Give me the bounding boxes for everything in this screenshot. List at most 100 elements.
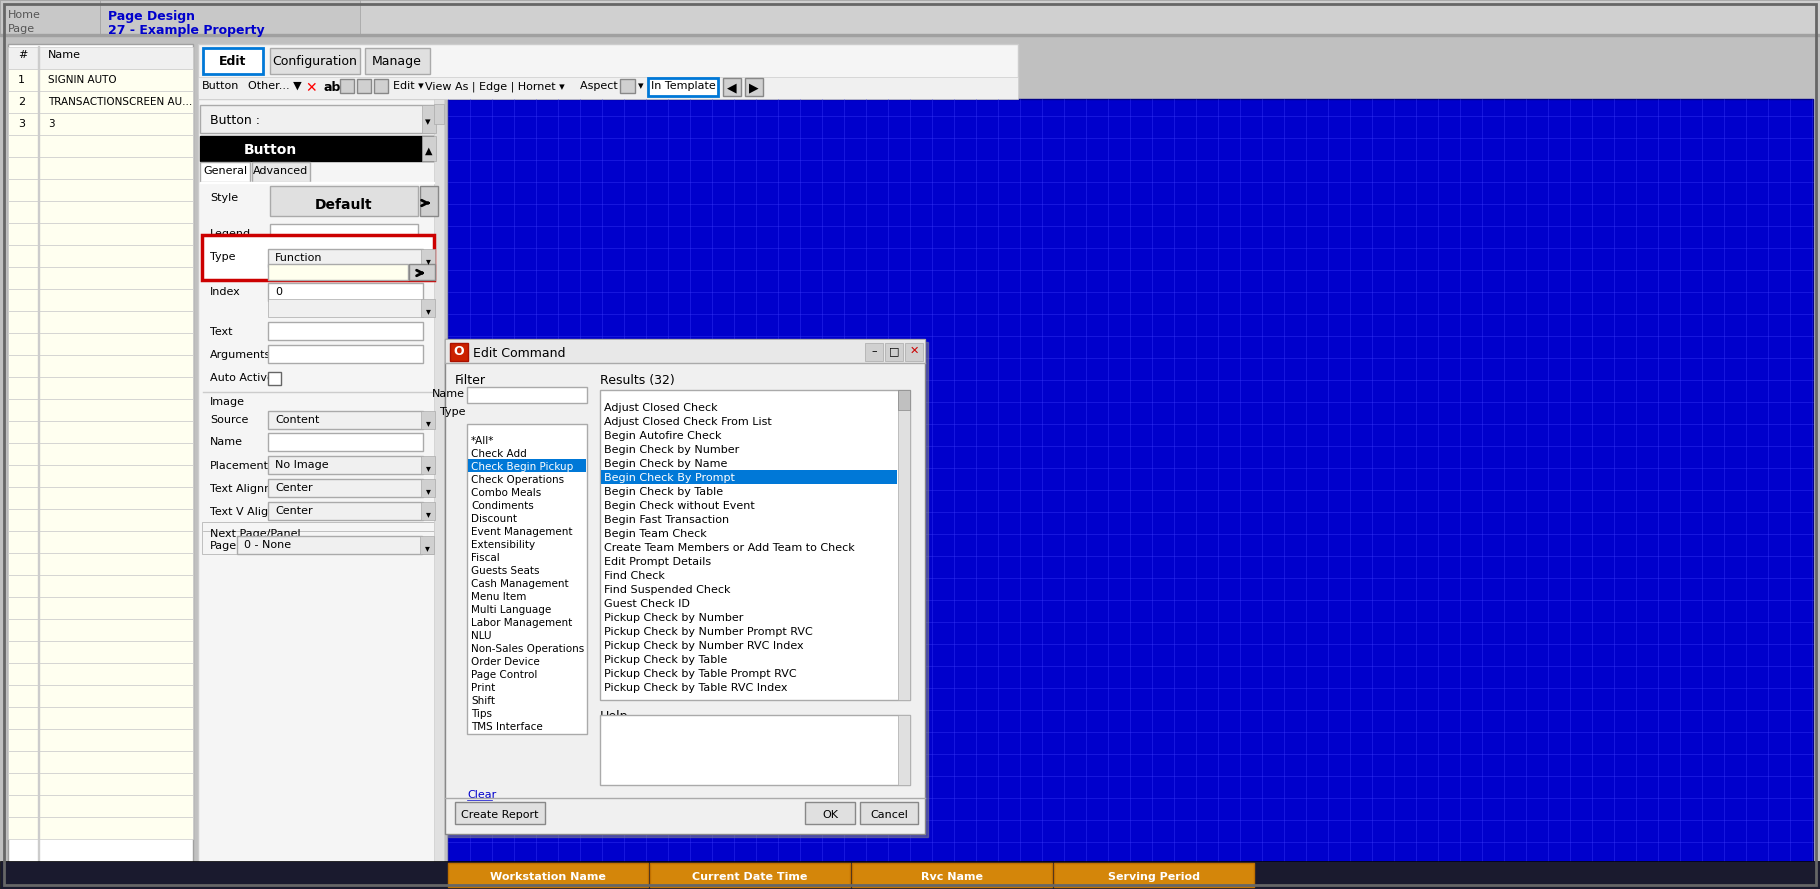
Bar <box>357 79 371 93</box>
Bar <box>268 456 422 474</box>
Bar <box>202 522 433 554</box>
Bar <box>1054 863 1254 887</box>
Text: Arguments: Arguments <box>209 350 271 360</box>
Text: Shift: Shift <box>471 696 495 706</box>
Text: Generate Legend: Generate Legend <box>271 247 368 257</box>
Text: Rvc Name: Rvc Name <box>921 872 983 882</box>
Text: Text V Alignment: Text V Alignment <box>209 507 304 517</box>
Bar <box>237 536 422 554</box>
Bar <box>433 99 444 864</box>
Bar <box>420 479 435 497</box>
Text: Menu Item: Menu Item <box>471 592 526 602</box>
Text: Type: Type <box>209 252 235 262</box>
Bar <box>7 377 193 399</box>
Text: Style: Style <box>209 193 238 203</box>
Text: In Template: In Template <box>650 81 715 91</box>
Bar <box>0 861 1820 889</box>
Text: Edit Command: Edit Command <box>473 347 566 360</box>
Text: Create Team Members or Add Team to Check: Create Team Members or Add Team to Check <box>604 543 855 553</box>
Bar <box>420 299 435 317</box>
Bar <box>268 264 408 280</box>
Text: Default: Default <box>315 198 373 212</box>
Text: Check Begin Pickup: Check Begin Pickup <box>471 462 573 472</box>
Text: 2: 2 <box>18 97 25 107</box>
Bar <box>269 186 419 216</box>
Text: ◀: ◀ <box>728 81 737 94</box>
Text: TRANSACTIONSCREEN AU...: TRANSACTIONSCREEN AU... <box>47 97 193 107</box>
Bar <box>852 863 1052 887</box>
Text: Home: Home <box>7 10 40 20</box>
Bar <box>7 619 193 641</box>
Bar <box>420 502 435 520</box>
Bar <box>448 863 648 887</box>
Bar <box>468 387 588 403</box>
Text: Button :: Button : <box>209 114 260 127</box>
Text: 3: 3 <box>18 119 25 129</box>
Text: 0 - None: 0 - None <box>244 540 291 550</box>
Bar <box>268 322 422 340</box>
Bar <box>0 34 1820 36</box>
Bar <box>268 345 422 363</box>
Text: Button: Button <box>202 81 240 91</box>
Bar <box>468 459 586 472</box>
Text: Type: Type <box>439 407 464 417</box>
Text: Serving Period: Serving Period <box>1108 872 1199 882</box>
Bar <box>200 162 249 182</box>
Text: ab: ab <box>322 81 340 94</box>
Text: Configuration: Configuration <box>273 55 357 68</box>
Text: ▾: ▾ <box>639 81 644 91</box>
Bar <box>885 343 903 361</box>
Text: Manage: Manage <box>371 55 422 68</box>
Bar <box>621 79 635 93</box>
Bar <box>601 390 910 700</box>
Bar <box>269 48 360 74</box>
Text: #: # <box>18 50 27 60</box>
Text: Order Device: Order Device <box>471 657 541 667</box>
Text: Find Check: Find Check <box>604 571 664 581</box>
Text: Advanced: Advanced <box>253 166 309 176</box>
Text: NLU: NLU <box>471 631 491 641</box>
Text: ▲: ▲ <box>426 146 433 156</box>
Bar <box>7 487 193 509</box>
Text: ▾: ▾ <box>426 509 431 519</box>
Text: Edit Prompt Details: Edit Prompt Details <box>604 557 712 567</box>
Bar <box>420 249 435 267</box>
Bar <box>268 372 280 385</box>
Bar <box>7 201 193 223</box>
Bar <box>7 531 193 553</box>
Bar <box>420 536 433 554</box>
Text: 0: 0 <box>275 287 282 297</box>
Bar <box>446 339 925 834</box>
Bar <box>7 267 193 289</box>
Text: Name: Name <box>209 437 244 447</box>
Text: Create Report: Create Report <box>460 810 539 820</box>
Bar <box>601 715 910 785</box>
Text: Function: Function <box>275 253 322 263</box>
Text: TMS Interface: TMS Interface <box>471 722 542 732</box>
Text: Tips: Tips <box>471 709 491 719</box>
Text: Button: Button <box>244 143 297 157</box>
Text: Guests Seats: Guests Seats <box>471 566 539 576</box>
Text: Cash Management: Cash Management <box>471 579 568 589</box>
Text: Combo Meals: Combo Meals <box>471 488 541 498</box>
Bar <box>7 44 193 864</box>
Text: SIGNIN AUTO: SIGNIN AUTO <box>47 75 116 85</box>
Bar <box>448 342 928 837</box>
Text: Check Add: Check Add <box>471 449 526 459</box>
Bar <box>448 99 1813 864</box>
Bar <box>200 136 433 161</box>
Bar <box>7 113 193 135</box>
Text: Adjust Closed Check: Adjust Closed Check <box>604 403 717 413</box>
Text: No Image: No Image <box>275 460 329 470</box>
Bar <box>7 707 193 729</box>
Bar <box>420 186 439 216</box>
Text: Extensibility: Extensibility <box>471 540 535 550</box>
Text: ▾: ▾ <box>426 463 431 473</box>
Bar <box>198 77 1017 99</box>
Bar <box>433 104 444 124</box>
Text: Event Management: Event Management <box>471 527 573 537</box>
Bar <box>366 48 430 74</box>
Bar <box>198 99 439 864</box>
Bar <box>7 333 193 355</box>
Text: Print: Print <box>471 683 495 693</box>
